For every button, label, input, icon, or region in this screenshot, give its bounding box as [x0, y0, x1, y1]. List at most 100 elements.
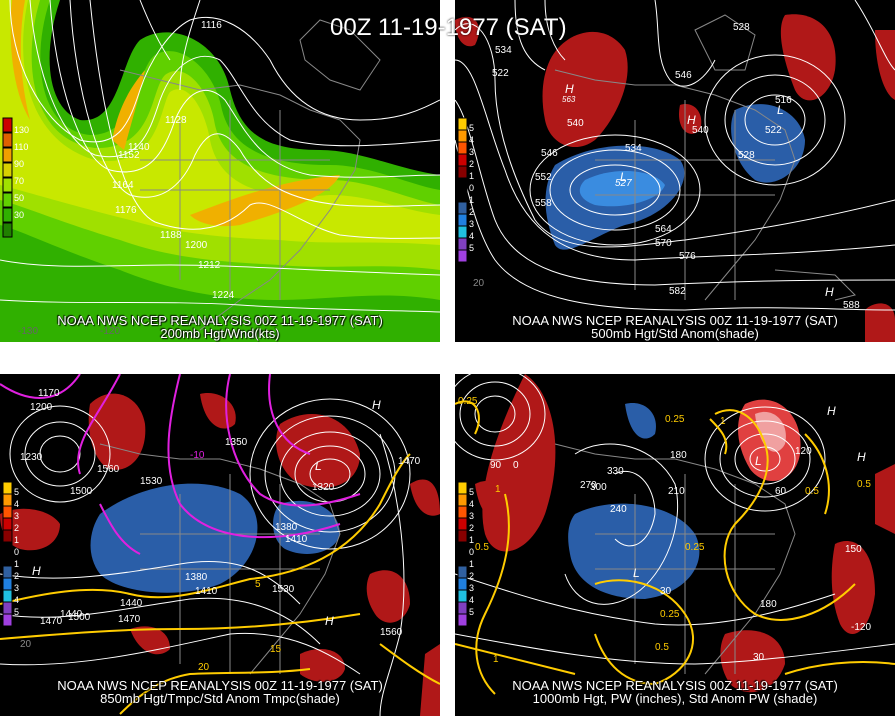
contour-label: 300 — [590, 482, 607, 493]
contour-label: 1530 — [140, 476, 163, 487]
pw-label: 0.25 — [665, 414, 685, 425]
legend-label: 70 — [14, 176, 25, 186]
contour-label: 527 — [615, 178, 632, 189]
contour-label: 528 — [738, 150, 755, 161]
legend-label: 90 — [14, 159, 25, 169]
legend-label: 5 — [469, 123, 475, 133]
legend-label: 0 — [469, 547, 475, 557]
contour-label: 546 — [675, 70, 692, 81]
contour-label: 1164 — [112, 180, 134, 191]
legend-label: 2 — [469, 159, 475, 169]
low-marker: L — [777, 103, 784, 117]
panel-source: NOAA NWS NCEP REANALYSIS 00Z 11-19-1977 … — [512, 313, 838, 328]
contour-label: 540 — [692, 125, 709, 136]
contour-label: 522 — [765, 125, 782, 136]
legend-label: 2 — [469, 207, 475, 217]
contour-label: 1140 — [128, 142, 150, 153]
contour-label: 1152 — [118, 150, 140, 161]
lon-label: 20 — [473, 278, 485, 289]
contour-label: 1128 — [165, 115, 187, 126]
contour-label: 1410 — [195, 586, 218, 597]
pw-label: 0.5 — [475, 542, 489, 553]
legend-label: 2 — [14, 523, 20, 533]
contour-label: 150 — [845, 544, 862, 555]
legend-850mb-labels: 5 4 3 2 1 0 1 2 3 4 5 — [14, 486, 19, 618]
contour-label: 210 — [668, 486, 685, 497]
contour-label: 1410 — [285, 534, 308, 545]
high-marker: H — [32, 564, 41, 578]
legend-label: 30 — [14, 210, 25, 220]
legend-label: 4 — [14, 595, 20, 605]
contour-label: 1530 — [272, 584, 295, 595]
legend-label: 5 — [14, 607, 20, 617]
high-marker: H — [827, 404, 836, 418]
contour-label: 576 — [679, 251, 696, 262]
contour-label: 534 — [495, 45, 512, 56]
legend-1000mb-labels: 5 4 3 2 1 0 1 2 3 4 5 — [469, 486, 474, 618]
high-marker: H — [565, 82, 574, 96]
high-marker: H — [857, 450, 866, 464]
contour-label: 30 — [660, 586, 672, 597]
contour-label: 330 — [607, 466, 624, 477]
panel-title: 500mb Hgt/Std Anom(shade) — [591, 326, 759, 341]
high-marker: H — [325, 614, 334, 628]
temp-label: 5 — [255, 579, 261, 590]
pw-label: 0.25 — [685, 542, 705, 553]
contour-label: 30 — [753, 652, 765, 663]
low-marker: L — [620, 170, 627, 184]
legend-label: 1 — [469, 559, 475, 569]
contour-label: 540 — [567, 118, 584, 129]
contour-label: 1500 — [70, 486, 93, 497]
main-title: 00Z 11-19-1977 (SAT) — [330, 14, 567, 41]
contour-label: 516 — [775, 95, 792, 106]
lon-label: -120 — [100, 326, 121, 337]
legend-label: 4 — [469, 595, 475, 605]
low-marker: L — [633, 566, 640, 580]
legend-label: 0 — [14, 547, 20, 557]
contour-label: 1170 — [38, 388, 60, 399]
contour-label: 570 — [655, 238, 672, 249]
high-marker: H — [825, 285, 834, 299]
contour-label: 1500 — [68, 612, 91, 623]
legend-850mb — [2, 481, 13, 627]
panel-title: 200mb Hgt/Wnd(kts) — [160, 326, 280, 341]
pw-label: 0.5 — [655, 642, 669, 653]
contour-label: 1470 — [118, 614, 141, 625]
contour-label: 1320 — [312, 482, 335, 493]
low-marker: L — [315, 459, 322, 473]
contour-label: 1212 — [198, 260, 221, 271]
contour-label: 1176 — [115, 205, 137, 216]
legend-label: 50 — [14, 193, 25, 203]
contour-label: 1200 — [30, 402, 53, 413]
panel-title: 850mb Hgt/Tmpc/Std Anom Tmpc(shade) — [100, 691, 340, 706]
contour-label: 0 — [513, 460, 519, 471]
legend-label: 1 — [469, 195, 475, 205]
legend-label: 5 — [14, 487, 20, 497]
legend-label: 3 — [14, 583, 20, 593]
legend-label: 3 — [14, 511, 20, 521]
legend-label: 1 — [469, 171, 475, 181]
contour-label: 1560 — [97, 464, 120, 475]
contour-label: 1188 — [160, 230, 182, 241]
legend-label: 3 — [469, 583, 475, 593]
contour-label: -120 — [851, 622, 872, 633]
temp-label: 20 — [198, 662, 210, 673]
contour-label: 60 — [775, 486, 787, 497]
pw-label: 0.25 — [660, 609, 680, 620]
high-marker: H — [687, 113, 696, 127]
legend-label: 3 — [469, 147, 475, 157]
legend-label: 1 — [14, 535, 20, 545]
legend-200mb-labels: 130 110 90 70 50 30 — [14, 124, 29, 226]
contour-label: 563 — [562, 95, 576, 104]
contour-label: 1470 — [40, 616, 63, 627]
contour-label: 564 — [655, 224, 672, 235]
high-marker: H — [372, 398, 381, 412]
map-200mb — [0, 0, 440, 342]
contour-label: 270 — [580, 480, 597, 491]
legend-label: 2 — [469, 571, 475, 581]
pw-label: 1 — [493, 654, 499, 665]
contour-label: 180 — [760, 599, 777, 610]
pw-label: 1 — [495, 484, 501, 495]
contour-label: 1230 — [20, 452, 43, 463]
contour-label: 522 — [492, 68, 509, 79]
